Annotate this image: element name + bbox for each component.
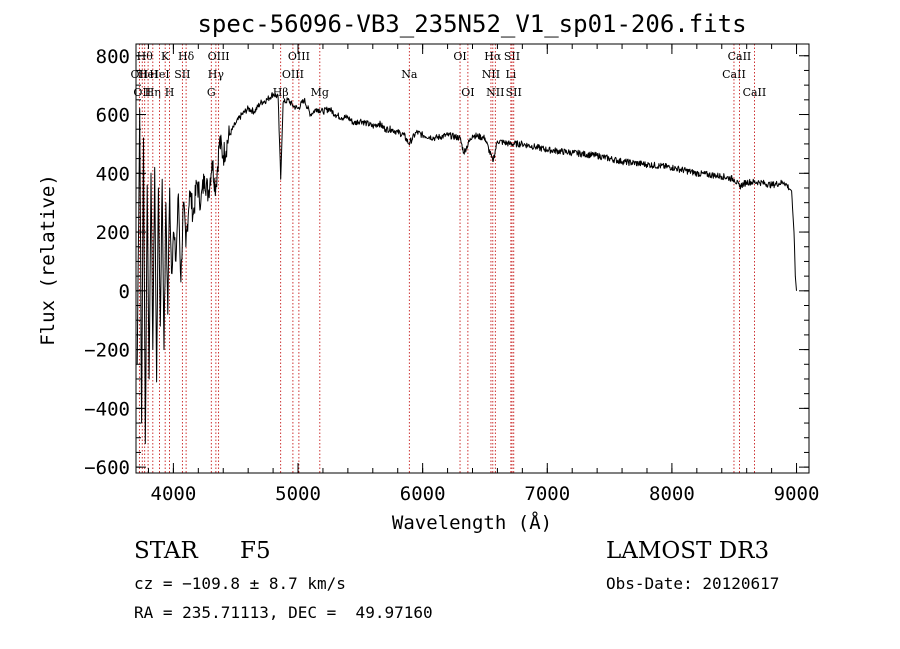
line-marker-label: NII [486,86,504,99]
y-tick-label: 600 [96,105,130,127]
y-tick-label: −600 [84,457,130,479]
y-tick-label: 400 [96,163,130,185]
line-marker-label: G [207,86,216,99]
y-tick-label: 200 [96,222,130,244]
coordinates-text: RA = 235.71113, DEC = 49.97160 [134,603,433,622]
x-tick-label: 7000 [524,483,570,505]
line-marker-label: Hη [145,86,161,99]
line-marker-label: SII [504,50,520,63]
spectral-subclass: F5 [240,538,271,564]
x-tick-label: 5000 [275,483,321,505]
line-marker-label: Li [505,68,516,81]
line-marker-label: HeI [138,68,158,81]
emission-line-markers: OIIOIIHθHeIHηHeIKHSIIHδGHγOIIIHβOIIIOIII… [131,44,767,473]
y-tick-label: 800 [96,46,130,68]
spectrum-series [136,92,797,445]
line-marker-label: Hδ [178,50,195,63]
x-tick-label: 4000 [151,483,197,505]
line-marker-label: HeI [149,68,169,81]
line-marker-label: SII [174,68,190,81]
object-type: STAR [134,538,198,564]
y-tick-label: −400 [84,398,130,420]
plot-frame [135,43,810,474]
line-marker-label: OII [131,68,149,81]
line-marker-label: SII [506,86,522,99]
line-marker-label: OIII [208,50,230,63]
line-marker-label: NII [482,68,500,81]
line-marker-label: CaII [722,68,746,81]
line-marker-label: OIII [288,50,310,63]
survey-name: LAMOST DR3 [606,538,770,564]
spectrum-line [136,92,797,445]
velocity-text: cz = −109.8 ± 8.7 km/s [134,574,346,593]
line-marker-label: Hγ [208,68,225,81]
x-tick-label: 8000 [649,483,695,505]
x-tick-label: 9000 [774,483,820,505]
x-tick-label: 6000 [400,483,446,505]
line-marker-label: Na [401,68,418,81]
y-tick-label: 0 [119,281,130,303]
y-axis-label: Flux (relative) [37,174,59,346]
line-marker-label: H [165,86,175,99]
line-marker-label: Hα [484,50,502,63]
line-marker-label: CaII [743,86,767,99]
line-marker-label: K [161,50,170,63]
axis-ticks: 4000 5000 6000 7000 8000 9000 −600 −400 −200 0 200… [84,44,819,505]
line-marker-label: Mg [311,86,329,99]
line-marker-label: OIII [282,68,304,81]
obs-date-text: Obs-Date: 20120617 [606,574,780,593]
line-marker-label: OI [461,86,474,99]
x-axis-label: Wavelength (Å) [392,511,552,534]
y-tick-label: −200 [84,340,130,362]
line-marker-label: CaII [728,50,752,63]
line-marker-label: Hθ [137,50,154,63]
line-marker-label: OII [133,86,151,99]
chart-title: spec-56096-VB3_235N52_V1_sp01-206.fits [197,10,746,38]
line-marker-label: OI [453,50,466,63]
